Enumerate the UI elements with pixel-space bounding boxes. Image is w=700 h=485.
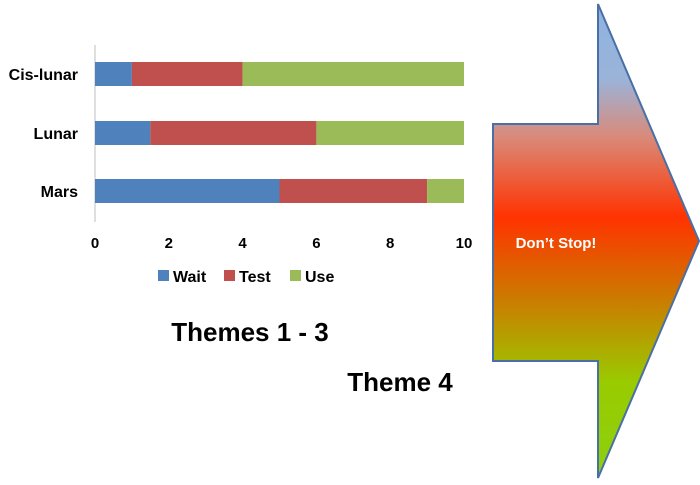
legend-label-test: Test (239, 269, 271, 286)
themes-1-3-label: Themes 1 - 3 (171, 317, 329, 347)
bars-group (95, 62, 464, 203)
stacked-bar-chart: Cis-lunar Lunar Mars 0 2 4 6 8 10 Wait Test Use (9, 45, 473, 286)
category-label: Cis-lunar (9, 67, 78, 84)
bar-cis-lunar-test (131, 62, 243, 86)
legend-label-wait: Wait (173, 269, 207, 286)
bar-mars-use (427, 179, 464, 203)
legend-swatch-use (290, 270, 301, 281)
bar-mars-wait (95, 179, 280, 203)
legend-swatch-test (224, 270, 235, 281)
x-tick-label: 8 (386, 235, 394, 252)
arrow-shape (492, 3, 700, 479)
theme-4-label: Theme 4 (347, 367, 453, 397)
dont-stop-arrow: Don’t Stop! (492, 3, 700, 479)
legend-label-use: Use (305, 269, 334, 286)
legend-swatch-wait (158, 270, 169, 281)
bar-lunar-wait (95, 121, 151, 145)
x-tick-label: 4 (238, 235, 247, 252)
bar-cis-lunar-use (242, 62, 464, 86)
arrow-label: Don’t Stop! (516, 235, 597, 252)
bar-lunar-test (150, 121, 317, 145)
x-axis-ticks: 0 2 4 6 8 10 (91, 235, 473, 252)
category-label: Mars (41, 184, 78, 201)
category-label: Lunar (34, 126, 78, 143)
category-labels: Cis-lunar Lunar Mars (9, 67, 78, 201)
bar-mars-test (279, 179, 428, 203)
x-tick-label: 2 (165, 235, 173, 252)
bar-cis-lunar-wait (95, 62, 132, 86)
x-tick-label: 6 (312, 235, 320, 252)
bar-lunar-use (316, 121, 464, 145)
x-tick-label: 10 (456, 235, 473, 252)
legend: Wait Test Use (158, 269, 334, 286)
x-tick-label: 0 (91, 235, 99, 252)
